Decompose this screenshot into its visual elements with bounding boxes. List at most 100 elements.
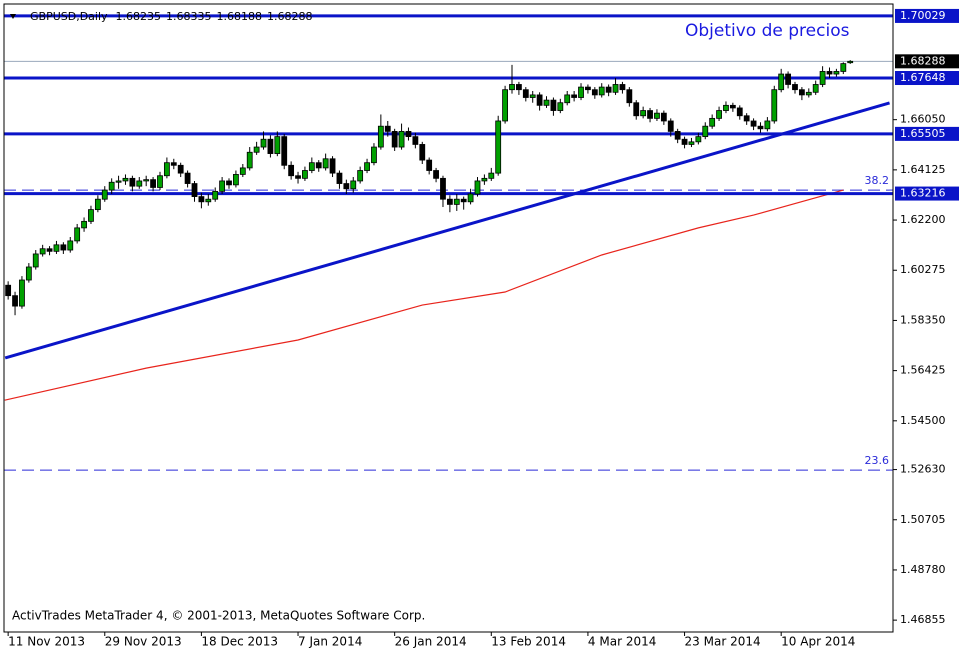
y-tick-label: 1.60275 xyxy=(900,263,946,276)
candle-body xyxy=(108,181,115,191)
candle-body xyxy=(426,159,433,171)
candle-body xyxy=(453,198,460,205)
candle-body xyxy=(695,136,702,143)
candle-body xyxy=(571,94,578,98)
candle-body xyxy=(495,120,502,174)
x-tick-label: 7 Jan 2014 xyxy=(298,635,362,649)
x-tick-label: 29 Nov 2013 xyxy=(105,635,182,649)
candle-body xyxy=(536,94,543,106)
level-label: 1.65505 xyxy=(900,127,946,140)
candle-body xyxy=(640,110,647,117)
level-box xyxy=(895,8,959,23)
candle-body xyxy=(67,240,74,251)
candle-body xyxy=(212,190,219,200)
candle-body xyxy=(743,115,750,122)
candle-body xyxy=(157,175,163,188)
candle-body xyxy=(25,266,32,281)
candle-body xyxy=(315,162,322,169)
candle-body xyxy=(405,131,412,138)
candle-body xyxy=(564,94,571,104)
candle-body xyxy=(516,84,522,91)
candle-body xyxy=(336,172,343,184)
x-tick-label: 13 Feb 2014 xyxy=(491,635,566,649)
candle-body xyxy=(219,180,226,192)
candle-body xyxy=(184,172,191,184)
trendline xyxy=(4,101,890,360)
candle-body xyxy=(343,183,350,190)
candle-body xyxy=(654,112,660,119)
candle-body xyxy=(274,136,281,154)
moving-average xyxy=(4,189,844,401)
candle-body xyxy=(847,60,854,64)
candle-body xyxy=(764,120,771,130)
candle-body xyxy=(233,174,239,186)
candle-body xyxy=(350,180,357,190)
candle-body xyxy=(377,125,384,148)
candle-body xyxy=(433,170,439,179)
candle-body xyxy=(778,73,785,91)
candle-body xyxy=(129,177,136,187)
candle-body xyxy=(798,89,805,96)
header-icon xyxy=(10,14,16,19)
candle-body xyxy=(688,141,695,145)
candle-body xyxy=(502,89,508,122)
candle-body xyxy=(191,183,198,197)
x-tick-label: 11 Nov 2013 xyxy=(8,635,85,649)
y-tick-label: 1.64125 xyxy=(900,163,946,176)
candle-body xyxy=(81,220,87,229)
candle-body xyxy=(419,144,426,161)
x-tick-label: 4 Mar 2014 xyxy=(588,635,656,649)
y-tick-label: 1.48780 xyxy=(900,563,946,576)
candle-body xyxy=(833,71,840,75)
candle-body xyxy=(53,244,60,252)
candle-body xyxy=(88,209,94,222)
candle-body xyxy=(585,86,591,91)
candle-body xyxy=(460,198,467,203)
candle-body xyxy=(302,170,308,179)
candle-body xyxy=(709,117,716,127)
candle-body xyxy=(364,162,370,171)
y-tick-label: 1.56425 xyxy=(900,364,946,377)
candle-body xyxy=(660,112,667,122)
candle-body xyxy=(467,193,474,203)
fib-label: 23.6 xyxy=(865,454,890,467)
candle-body xyxy=(612,84,619,93)
level-box xyxy=(895,126,959,141)
plot-area: 38.2 23.6 xyxy=(4,14,893,471)
level-label: 1.67648 xyxy=(900,71,946,84)
candle-body xyxy=(578,86,584,98)
candle-body xyxy=(591,89,598,96)
candle-body xyxy=(605,86,612,93)
y-tick-label: 1.58350 xyxy=(900,313,946,326)
candle-body xyxy=(391,131,398,148)
y-tick-label: 1.52630 xyxy=(900,463,946,476)
x-tick-label: 26 Jan 2014 xyxy=(395,635,467,649)
candle-body xyxy=(239,167,246,175)
x-tick-label: 10 Apr 2014 xyxy=(781,635,855,649)
candle-body xyxy=(826,71,833,75)
candle-body xyxy=(446,198,453,205)
candle-body xyxy=(246,151,253,169)
candle-body xyxy=(122,177,129,182)
candle-body xyxy=(750,120,757,127)
candle-body xyxy=(39,248,46,255)
level-box xyxy=(895,71,959,86)
candle-body xyxy=(267,138,274,154)
candle-body xyxy=(840,63,847,72)
candle-body xyxy=(205,198,212,203)
current-price-box xyxy=(895,54,959,69)
candle-body xyxy=(198,196,205,203)
candle-body xyxy=(619,84,626,91)
candle-body xyxy=(529,94,536,98)
candle-body xyxy=(384,125,391,132)
fib-label: 38.2 xyxy=(865,174,890,187)
candle-body xyxy=(771,89,778,122)
candle-body xyxy=(288,164,295,177)
candle-body xyxy=(412,136,419,145)
candle-body xyxy=(226,180,232,186)
candle-body xyxy=(440,177,446,200)
candle-body xyxy=(150,179,156,188)
symbol: GBPUSD,Daily xyxy=(30,10,108,23)
